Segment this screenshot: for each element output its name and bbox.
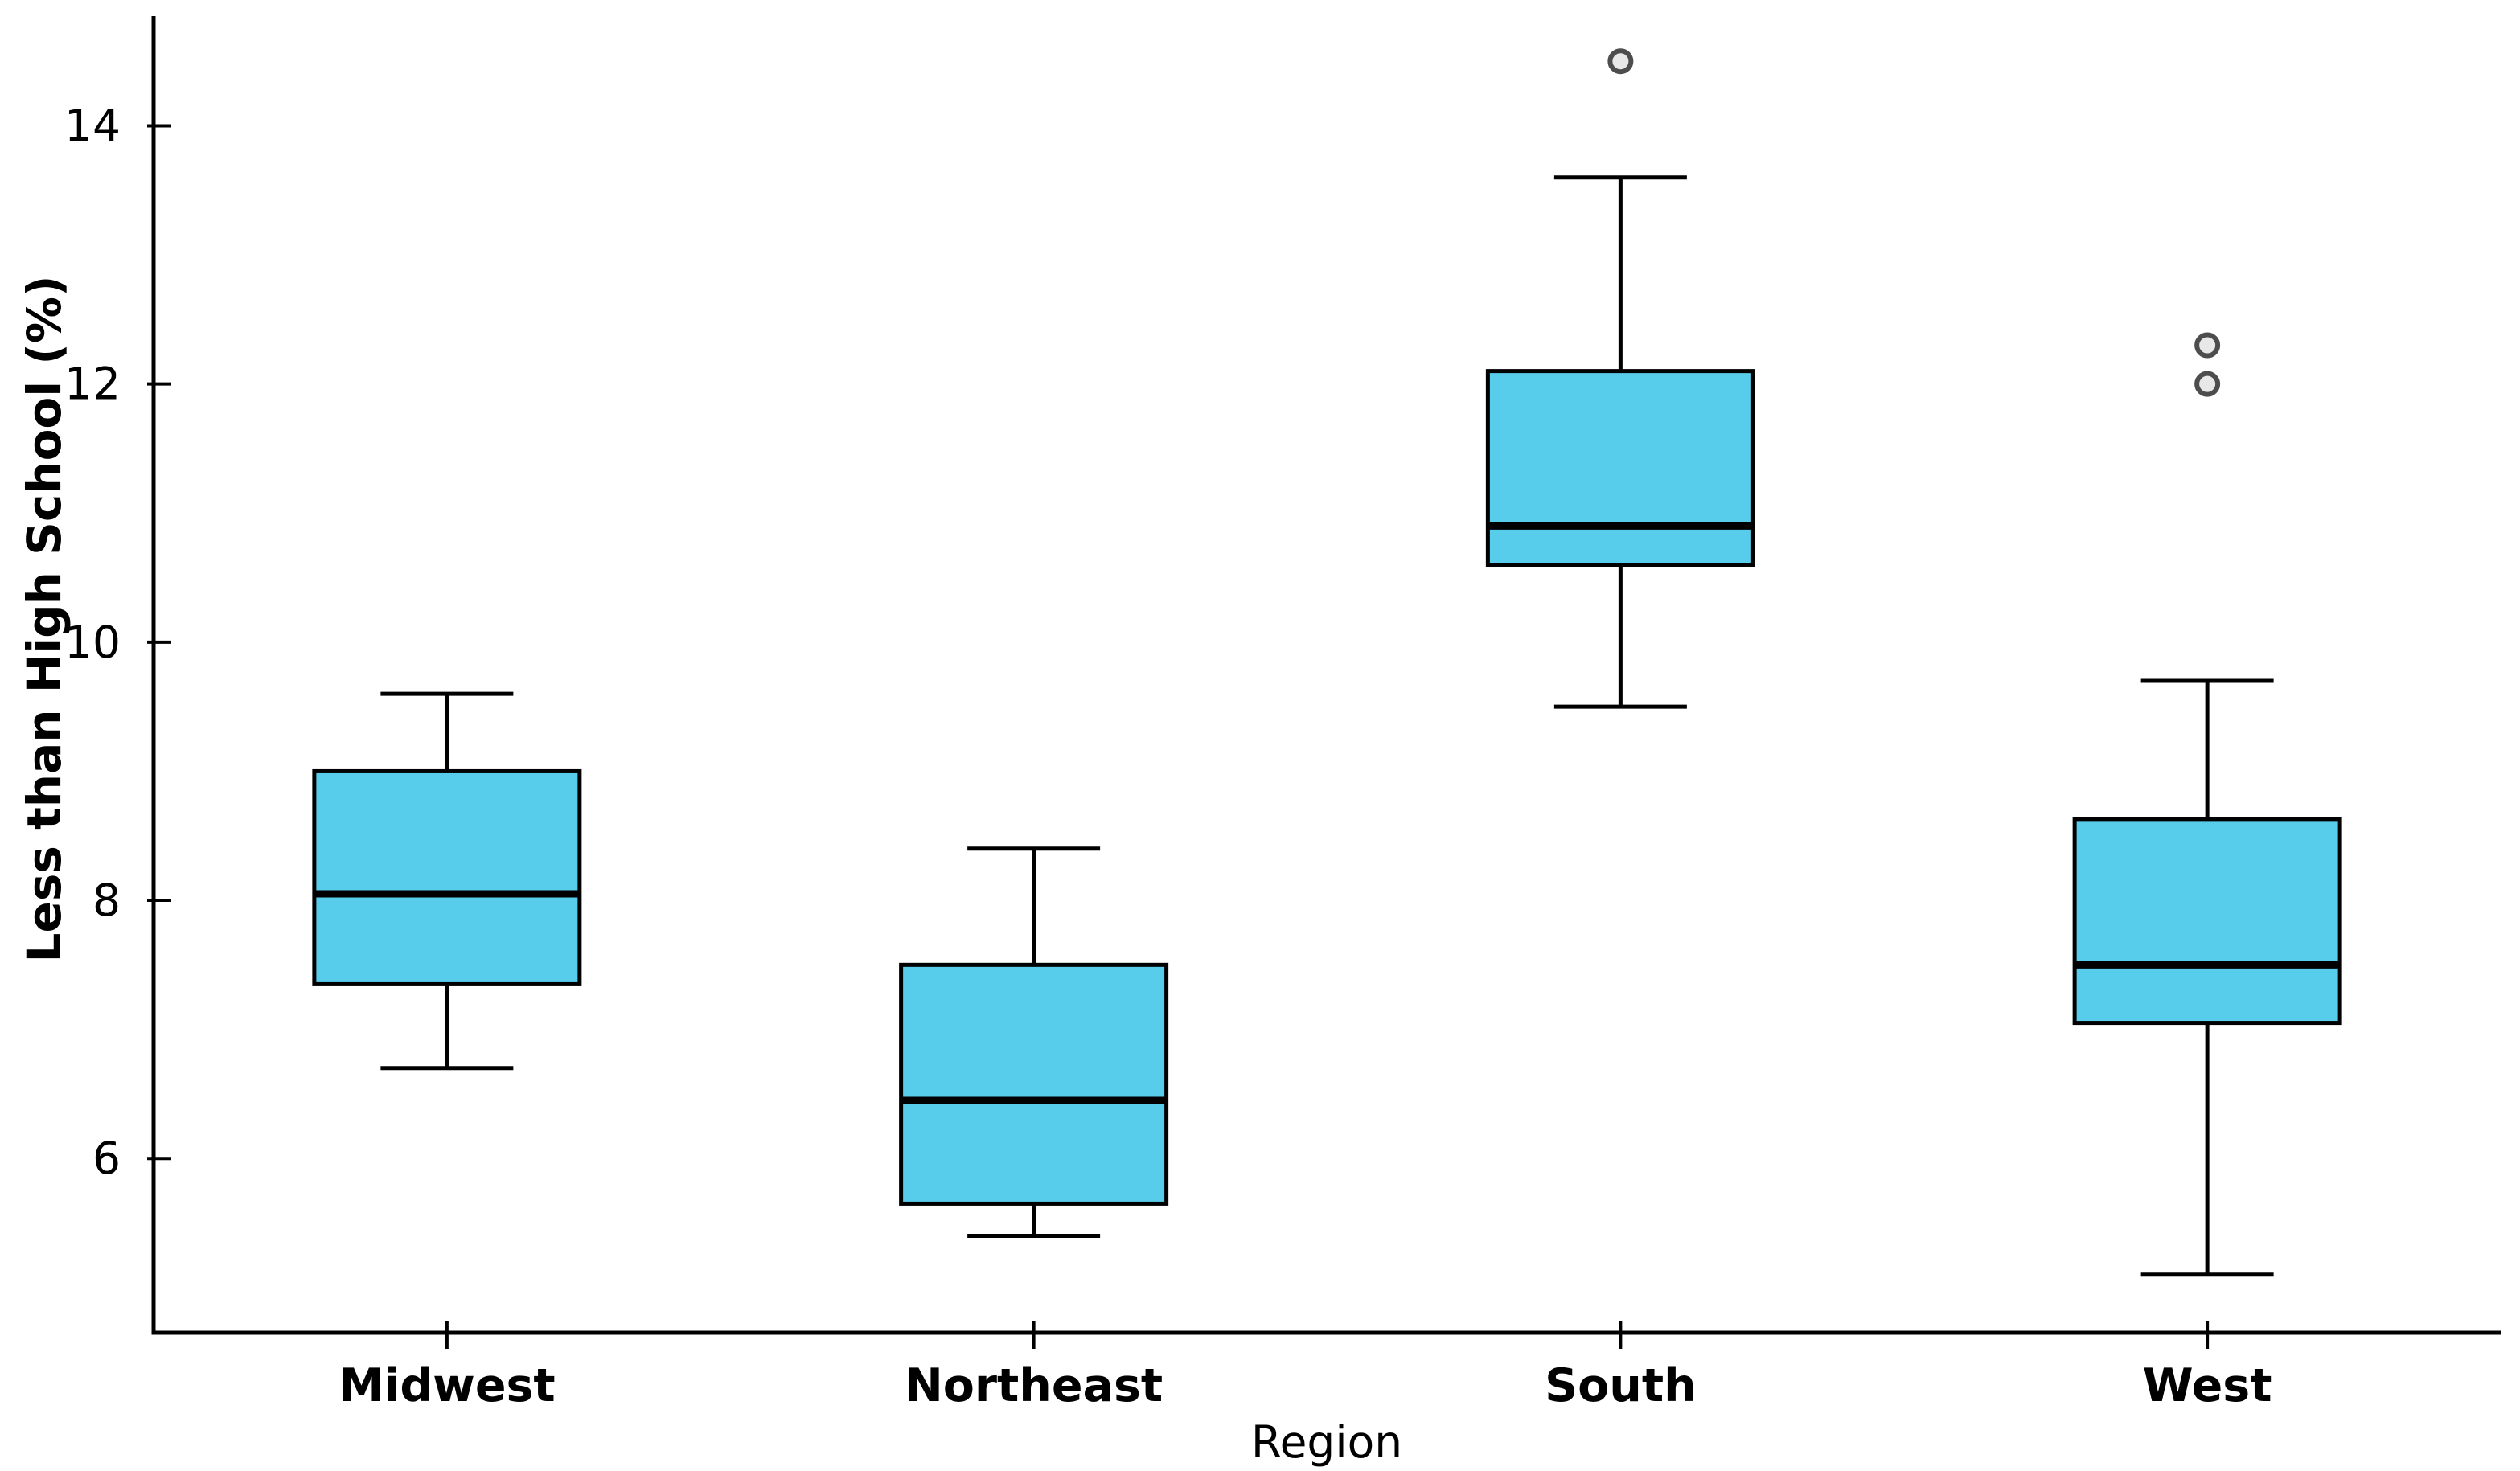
x-tick-label: West [2143, 1359, 2272, 1412]
outlier-point [2194, 332, 2221, 359]
x-tick-label: Midwest [339, 1359, 556, 1412]
box-south [1485, 369, 1755, 567]
box-west [2072, 817, 2342, 1026]
y-tick-label: 14 [64, 100, 121, 152]
outlier-point [2194, 371, 2221, 397]
x-tick-label: South [1545, 1359, 1697, 1412]
y-tick-label: 12 [64, 359, 121, 410]
y-tick-label: 8 [92, 875, 121, 926]
y-tick-label: 6 [92, 1133, 121, 1184]
outlier-point [1607, 48, 1634, 75]
x-axis-title: Region [1251, 1416, 1402, 1468]
y-tick-label: 10 [64, 617, 121, 668]
box-northeast [899, 962, 1169, 1206]
plot-area: 6 8 10 12 14 Midwest Northeast South West [64, 16, 2501, 1412]
box-midwest [312, 768, 582, 986]
y-axis-title: Less than High School (%) [17, 276, 72, 963]
x-tick-label: Northeast [905, 1359, 1163, 1412]
